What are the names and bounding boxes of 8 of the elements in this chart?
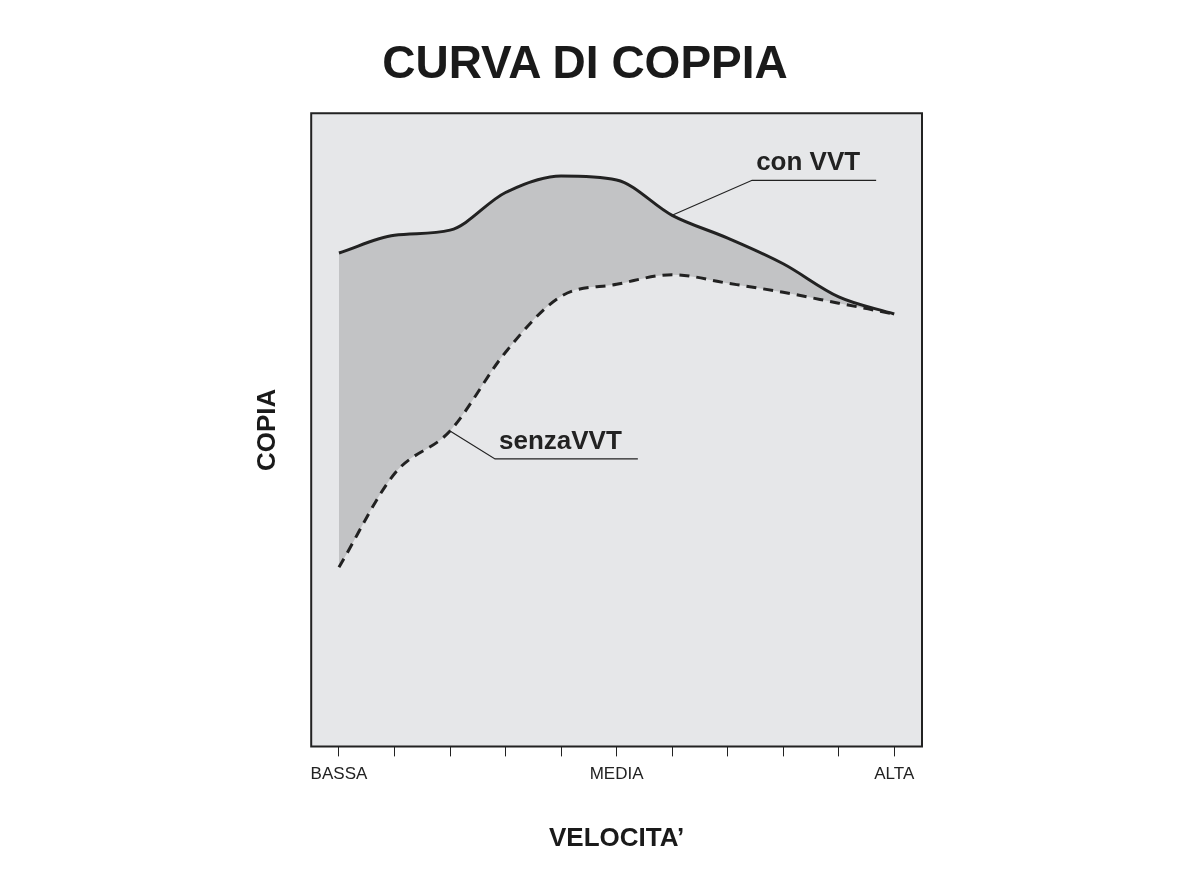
text: con VVT (756, 146, 861, 177)
x-axis-title: VELOCITA’ (548, 821, 685, 852)
y-axis-title: COPIA (250, 388, 281, 471)
series-label: senzaVVT (499, 425, 622, 456)
x-tick-label: BASSA (310, 764, 368, 784)
x-tick-label: ALTA (874, 764, 915, 784)
chart-title: CURVA DI COPPIA (382, 36, 788, 89)
x-tick-label: MEDIA (589, 764, 645, 784)
